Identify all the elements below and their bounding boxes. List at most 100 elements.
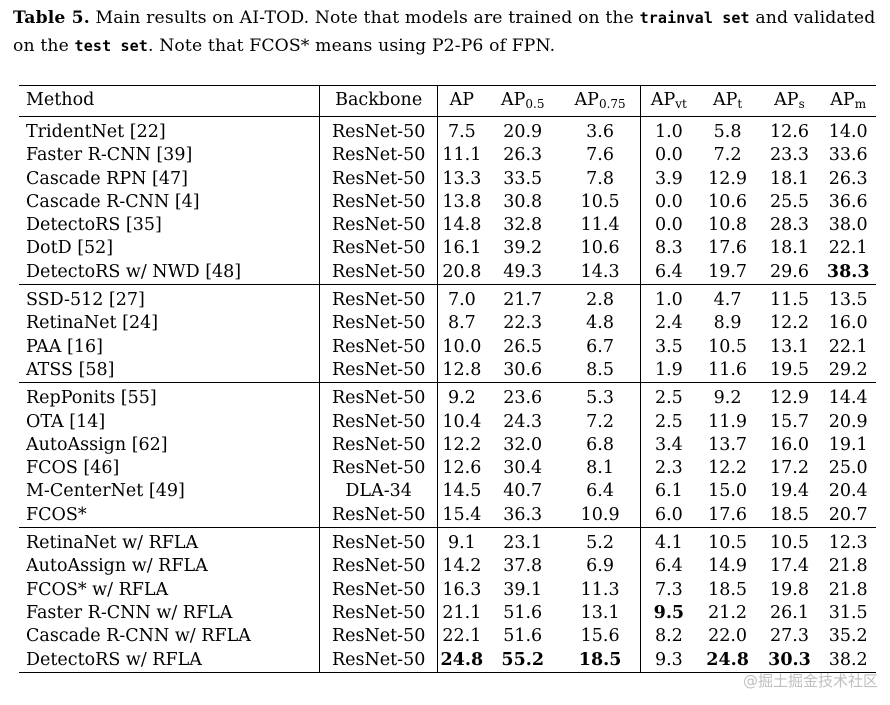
table-row: FCOS* w/ RFLA ResNet-50 16.3 39.1 11.3 7.3 18.… (19, 578, 876, 602)
cell-value: 25.0 (828, 458, 868, 479)
cell-value: 3.9 (654, 168, 683, 189)
cell-value: 39.2 (503, 238, 543, 259)
cell-value: 17.4 (769, 556, 809, 577)
cell-value: 22.0 (708, 626, 748, 647)
cell-value: 10.5 (696, 527, 759, 556)
cell-value: 33.5 (503, 168, 543, 189)
cell-value: 13.3 (442, 168, 482, 189)
cell-method: DetectoRS w/ RFLA (19, 648, 320, 673)
cell-backbone: ResNet-50 (318, 190, 439, 215)
cell-value: 38.0 (828, 215, 868, 236)
cell-value: 29.6 (769, 261, 809, 282)
table-row: DetectoRS w/ NWD [48] ResNet-50 20.8 49.3 14… (19, 260, 876, 285)
cell-value: 11.5 (758, 284, 821, 313)
header-row: Method Backbone AP AP0.5 AP0.75 APvt APt… (19, 85, 876, 117)
cell-method: RetinaNet [24] (26, 313, 159, 334)
cell-value: 2.4 (654, 313, 683, 334)
table-row: RepPonits [55] ResNet-50 9.2 23.6 5.3 2.5 9.2 1… (19, 382, 876, 411)
cell-value: 26.3 (828, 168, 868, 189)
cell-value: 1.9 (654, 359, 683, 380)
cell-backbone: ResNet-50 (318, 503, 439, 528)
cell-value: 3.4 (654, 434, 683, 455)
cell-value: 38.3 (826, 261, 870, 282)
cell-value: 19.4 (769, 481, 809, 502)
cell-value: 11.1 (442, 145, 482, 166)
header-apm: APm (820, 85, 876, 117)
caption-text-2: and validated on the (13, 8, 876, 56)
header-apt: APt (696, 85, 759, 117)
table-body: TridentNet [22] ResNet-50 7.5 20.9 3.6 1.0 5.8… (19, 116, 876, 673)
cell-value: 7.5 (447, 122, 476, 142)
cell-value: 12.2 (769, 313, 809, 334)
cell-value: 14.0 (828, 122, 868, 142)
cell-value: 17.6 (708, 504, 748, 525)
cell-value: 10.5 (560, 190, 642, 215)
cell-backbone: ResNet-50 (318, 648, 439, 673)
cell-value: 10.8 (708, 215, 748, 236)
cell-method: RepPonits [55] (19, 382, 320, 411)
cell-value: 15.0 (708, 481, 748, 502)
cell-value: 12.9 (708, 168, 748, 189)
cell-value: 19.7 (708, 261, 748, 282)
cell-value: 9.2 (437, 382, 486, 411)
cell-value: 25.5 (769, 191, 809, 212)
cell-value: 5.8 (713, 122, 742, 142)
table-row: Faster R-CNN [39] ResNet-50 11.1 26.3 7.6 0.0… (19, 144, 876, 168)
cell-value: 6.4 (654, 556, 683, 577)
cell-value: 21.1 (442, 602, 482, 623)
cell-value: 10.5 (708, 336, 748, 357)
cell-value: 9.5 (653, 602, 685, 623)
cell-value: 32.8 (503, 215, 543, 236)
header-ap75: AP0.75 (560, 85, 642, 117)
cell-value: 4.1 (640, 527, 697, 556)
cell-value: 20.4 (828, 481, 868, 502)
cell-value: 2.5 (640, 382, 697, 411)
header-aps: APs (758, 85, 821, 117)
cell-backbone: ResNet-50 (318, 410, 439, 434)
table-caption: Table 5. Main results on AI-TOD. Note th… (13, 4, 881, 60)
cell-value: 16.1 (442, 238, 482, 259)
cell-backbone: ResNet-50 (318, 116, 439, 145)
cell-value: 22.1 (442, 626, 482, 647)
header-ap50: AP0.5 (485, 85, 561, 117)
cell-backbone: ResNet-50 (318, 260, 439, 285)
cell-value: 18.5 (708, 579, 748, 600)
cell-value: 19.8 (769, 579, 809, 600)
table-row: Cascade R-CNN [4] ResNet-50 13.8 30.8 10.5 0.… (19, 190, 876, 215)
cell-value: 3.6 (560, 116, 642, 145)
cell-value: 21.8 (828, 556, 868, 577)
cell-value: 1.0 (640, 284, 697, 313)
cell-value: 29.2 (828, 359, 868, 380)
cell-value: 0.0 (654, 191, 683, 212)
cell-value: 6.4 (654, 261, 683, 282)
cell-value: 8.5 (560, 358, 642, 383)
cell-value: 10.6 (560, 237, 642, 261)
cell-value: 12.8 (442, 359, 482, 380)
header-apvt: APvt (640, 85, 697, 117)
cell-value: 11.6 (708, 359, 748, 380)
cell-value: 30.3 (758, 648, 821, 673)
cell-value: 21.8 (828, 579, 868, 600)
cell-method: OTA [14] (26, 411, 106, 432)
caption-code-2: test set (74, 37, 148, 55)
cell-value: 33.6 (828, 145, 868, 166)
cell-value: 49.3 (503, 261, 543, 282)
cell-method: FCOS* (26, 504, 87, 525)
cell-value: 15.4 (442, 504, 482, 525)
cell-value: 7.3 (654, 579, 683, 600)
cell-backbone: ResNet-50 (318, 144, 439, 168)
cell-backbone: ResNet-50 (318, 433, 439, 458)
header-method: Method (19, 85, 320, 117)
cell-value: 21.2 (708, 602, 748, 623)
cell-value: 11.3 (560, 578, 642, 602)
table-row: DetectoRS [35] ResNet-50 14.8 32.8 11.4 0.0 10… (19, 214, 876, 238)
cell-method: DetectoRS w/ NWD [48] (26, 261, 242, 282)
cell-value: 22.1 (828, 238, 868, 259)
cell-value: 38.2 (820, 648, 876, 673)
cell-value: 31.5 (828, 602, 868, 623)
cell-value: 8.7 (447, 313, 476, 334)
cell-value: 40.7 (503, 481, 543, 502)
cell-method: Cascade R-CNN [4] (26, 191, 200, 212)
cell-value: 12.6 (769, 122, 809, 142)
cell-value: 23.1 (485, 527, 561, 556)
